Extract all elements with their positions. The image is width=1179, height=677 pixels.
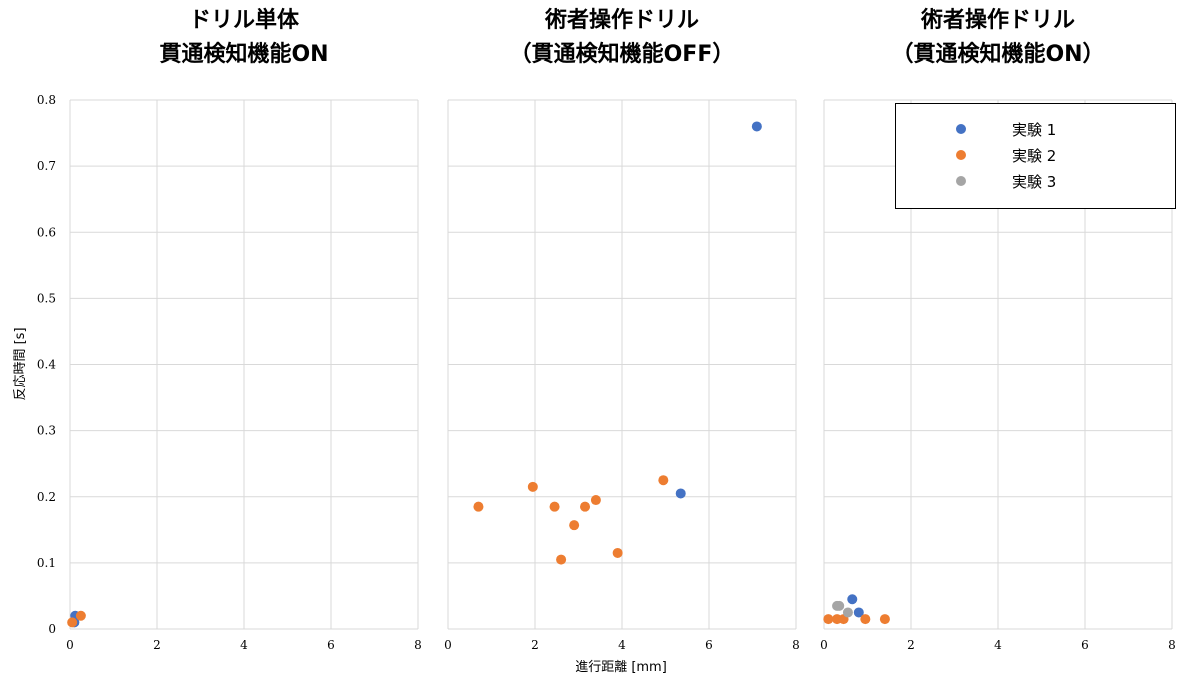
y-tick-label: 0.4 (37, 358, 56, 372)
legend-label-1: 実験 1 (1012, 120, 1057, 139)
legend-marker-2 (956, 150, 966, 160)
point-series-1 (853, 607, 864, 618)
point-series-2 (823, 614, 834, 625)
point-series-2 (590, 495, 601, 506)
x-tick-label: 8 (414, 638, 422, 652)
point-series-1 (675, 488, 686, 499)
chart-1-title-line1: ドリル単体 (188, 8, 299, 33)
x-tick-label: 2 (153, 638, 161, 652)
y-tick-label: 0.3 (37, 424, 56, 438)
y-tick-label: 0.7 (37, 159, 56, 173)
x-tick-label: 0 (820, 638, 828, 652)
point-series-2 (556, 554, 567, 565)
point-series-2 (879, 614, 890, 625)
point-series-1 (751, 121, 762, 132)
point-series-2 (580, 501, 591, 512)
x-tick-label: 6 (1081, 638, 1089, 652)
legend-label-2: 実験 2 (1012, 146, 1057, 165)
x-tick-label: 6 (705, 638, 713, 652)
chart-2-title-line1: 術者操作ドリル (544, 8, 699, 33)
chart-1-title: ドリル単体 貫通検知機能ON (70, 4, 418, 72)
x-tick-label: 8 (792, 638, 800, 652)
point-series-2 (549, 501, 560, 512)
y-tick-label: 0.8 (37, 93, 56, 107)
legend-marker-3 (956, 176, 966, 186)
legend: 実験 1 実験 2 実験 3 (895, 103, 1176, 209)
x-tick-label: 4 (618, 638, 626, 652)
chart-2-title: 術者操作ドリル （貫通検知機能OFF） (448, 4, 796, 72)
point-series-2 (473, 501, 484, 512)
point-series-2 (569, 520, 580, 531)
x-tick-label: 4 (994, 638, 1002, 652)
legend-item-1: 実験 1 (956, 119, 1056, 139)
point-series-2 (860, 614, 871, 625)
point-series-2 (67, 617, 78, 628)
x-tick-label: 2 (531, 638, 539, 652)
legend-item-3: 実験 3 (956, 171, 1056, 191)
chart-2-title-line2: （貫通検知機能OFF） (509, 42, 735, 67)
legend-marker-1 (956, 124, 966, 134)
chart-3-title-line2: （貫通検知機能ON） (891, 42, 1105, 67)
point-series-3 (834, 600, 845, 611)
x-tick-label: 8 (1168, 638, 1176, 652)
y-tick-label: 0.1 (37, 556, 56, 570)
chart-3-title: 術者操作ドリル （貫通検知機能ON） (824, 4, 1172, 72)
legend-label-3: 実験 3 (1012, 172, 1057, 191)
chart-1-title-line2: 貫通検知機能ON (159, 42, 329, 67)
y-tick-label: 0.5 (37, 291, 56, 305)
chart-2-plot: 0 2 4 6 8 (444, 99, 800, 652)
point-series-2 (527, 481, 538, 492)
y-axis-label: 反応時間 [s] (13, 327, 28, 400)
point-series-1 (847, 594, 858, 605)
y-tick-label: 0 (48, 622, 56, 636)
point-series-2 (75, 610, 86, 621)
point-series-2 (612, 547, 623, 558)
y-tick-label: 0.2 (37, 490, 56, 504)
x-tick-label: 6 (327, 638, 335, 652)
point-series-2 (658, 475, 669, 486)
y-tick-label: 0.6 (37, 225, 56, 239)
chart-1-plot: 0 2 4 6 8 0 0.1 0.2 0.3 0.4 0.5 0.6 0.7 0.8 (37, 93, 422, 652)
x-tick-label: 0 (66, 638, 74, 652)
legend-item-2: 実験 2 (956, 145, 1056, 165)
x-tick-label: 0 (444, 638, 452, 652)
point-series-3 (842, 607, 853, 618)
chart-3-title-line1: 術者操作ドリル (920, 8, 1075, 33)
x-axis-label: 進行距離 [mm] (575, 660, 667, 675)
x-tick-label: 4 (240, 638, 248, 652)
x-tick-label: 2 (907, 638, 915, 652)
